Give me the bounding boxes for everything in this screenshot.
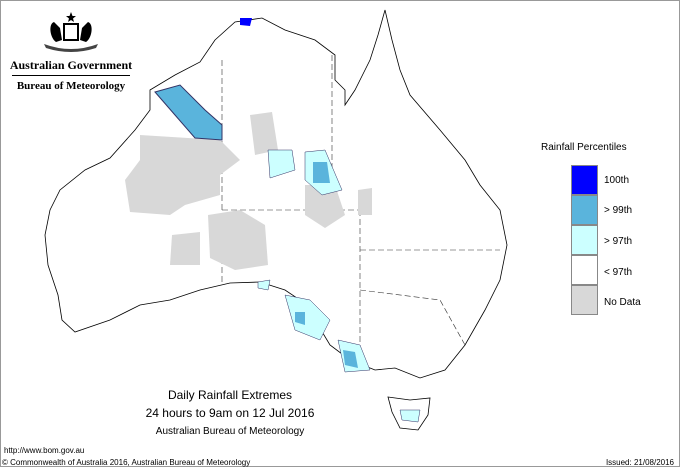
- percentile-areas: [154, 18, 421, 423]
- legend-label: 100th: [604, 175, 630, 186]
- issued-date: Issued: 21/08/2016: [605, 458, 674, 467]
- legend-swatch-no-data: [571, 285, 598, 315]
- map-source: Australian Bureau of Meteorology: [155, 426, 305, 437]
- map-title: Daily Rainfall Extremes: [167, 388, 293, 402]
- legend-swatch-below-97th: [571, 255, 598, 285]
- legend-label: > 99th: [604, 205, 633, 216]
- government-label: Australian Government: [9, 58, 133, 72]
- logo-divider: [12, 75, 130, 76]
- no-data-areas: [125, 112, 372, 270]
- bureau-label: Bureau of Meteorology: [16, 80, 126, 92]
- legend-swatch-97th: [571, 225, 598, 255]
- legend-label: < 97th: [604, 267, 633, 278]
- legend-title: Rainfall Percentiles: [541, 142, 627, 153]
- legend-label: No Data: [604, 297, 641, 308]
- legend-swatch-100th: [571, 165, 598, 195]
- copyright-text: © Commonwealth of Australia 2016, Austra…: [2, 458, 251, 467]
- coat-of-arms-logo: [44, 12, 98, 52]
- legend-label: > 97th: [604, 236, 633, 247]
- map-subtitle: 24 hours to 9am on 12 Jul 2016: [145, 406, 315, 420]
- legend-swatch-99th: [571, 195, 598, 225]
- bom-url-link[interactable]: http://www.bom.gov.au: [4, 446, 85, 455]
- mainland-outline: [44, 9, 508, 379]
